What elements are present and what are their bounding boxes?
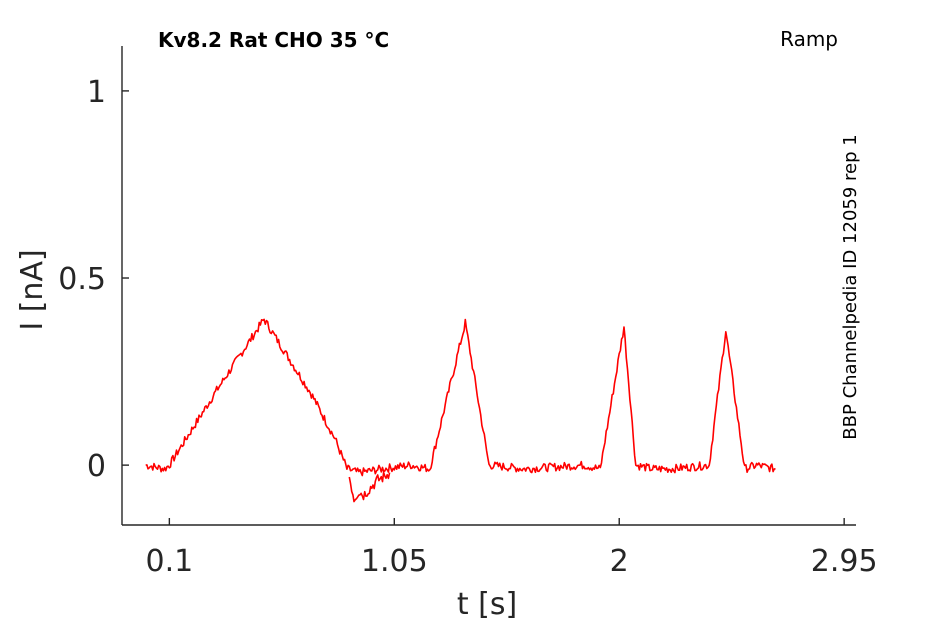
chart-title: Kv8.2 Rat CHO 35 °C xyxy=(158,28,389,52)
x-tick-label: 0.1 xyxy=(145,544,193,579)
axes xyxy=(121,46,856,526)
source-label: BBP Channelpedia ID 12059 rep 1 xyxy=(840,134,861,439)
y-tick-label: 0 xyxy=(87,449,106,484)
current-trace xyxy=(145,318,776,477)
x-axis-title: t [s] xyxy=(457,587,517,622)
x-tick-label: 1.05 xyxy=(361,544,428,579)
y-axis-title: I [nA] xyxy=(15,249,50,330)
y-ticks: 00.51 xyxy=(58,75,129,484)
y-tick-label: 1 xyxy=(87,75,106,110)
x-tick-label: 2 xyxy=(610,544,629,579)
x-ticks: 0.1 1.05 2 2.95 xyxy=(145,518,878,579)
x-tick-label: 2.95 xyxy=(811,544,878,579)
current-trace-transient xyxy=(348,471,391,503)
y-tick-label: 0.5 xyxy=(58,262,106,297)
current-traces xyxy=(145,318,776,503)
protocol-label: Ramp xyxy=(780,27,838,51)
